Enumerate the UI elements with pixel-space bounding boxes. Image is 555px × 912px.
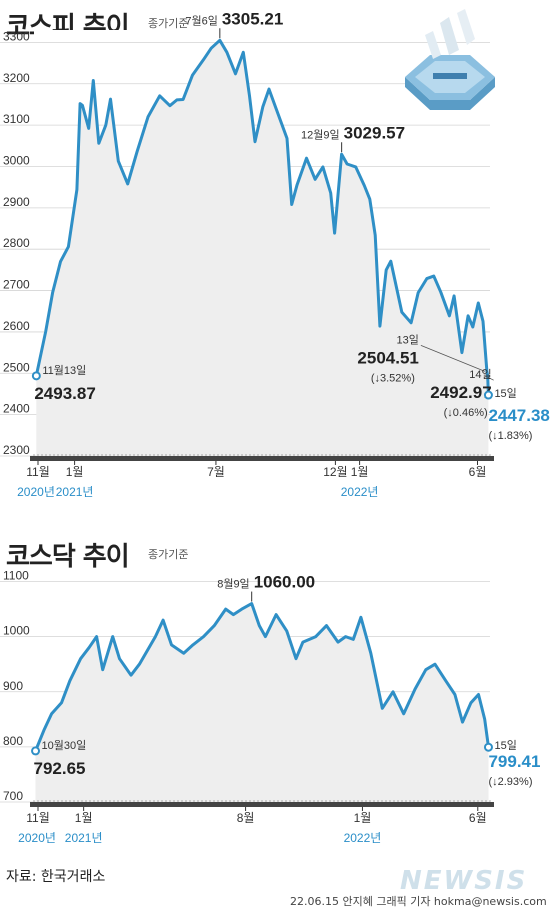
- y-tick-label: 900: [3, 679, 23, 693]
- annotation-date: 13일: [397, 332, 419, 346]
- annotation-marker: [483, 390, 493, 400]
- annotation-value: 2493.87: [34, 384, 95, 403]
- x-tick-label: 1월: [75, 811, 93, 825]
- kosdaq-chart: 700 800 900 1000 1100 11월 1월 8월 1월 6월 2020년 2021년 20…: [0, 569, 540, 845]
- x-tick-label: 11월: [26, 465, 50, 479]
- annotation-change: (↓1.83%): [488, 430, 532, 442]
- annotation-date: 12월9일: [301, 127, 340, 141]
- annotation-change: (↓0.46%): [444, 407, 488, 419]
- y-tick-label: 3100: [3, 112, 30, 126]
- kospi-panel: 코스피 추이 종가기준 2300 2400 2500 2600 2700 2800 2900…: [0, 9, 550, 499]
- y-tick-label: 3000: [3, 153, 30, 167]
- x-tick-label: 8월: [237, 811, 255, 825]
- credit-line: 22.06.15 안지혜 그래픽 기자 hokma@newsis.com: [290, 895, 547, 908]
- y-tick-label: 2600: [3, 319, 30, 333]
- annotation-value: 799.41: [488, 752, 540, 771]
- x-tick-label: 11월: [26, 811, 50, 825]
- y-tick-label: 1100: [3, 569, 29, 583]
- y-tick-label: 2500: [3, 360, 30, 374]
- x-axis: [30, 456, 494, 461]
- annotation-date: 8월9일: [217, 577, 249, 591]
- annotation-date: 15일: [494, 738, 516, 752]
- y-tick-label: 1000: [3, 624, 30, 638]
- annotation-change: (↓2.93%): [488, 776, 532, 788]
- y-tick-label: 3200: [3, 71, 30, 85]
- annotation-date: 10월30일: [42, 738, 87, 752]
- y-tick-label: 2700: [3, 278, 30, 292]
- x-tick-label: 1월: [66, 465, 84, 479]
- year-label: 2021년: [56, 485, 94, 499]
- y-tick-label: 2300: [3, 443, 30, 457]
- annotation-change: (↓3.52%): [371, 372, 415, 384]
- annotation-date: 15일: [494, 386, 516, 400]
- y-tick-label: 2400: [3, 402, 30, 416]
- annotation-marker: [31, 746, 41, 756]
- ballot-box-icon: [405, 9, 495, 110]
- y-tick-label: 800: [3, 734, 23, 748]
- annotation-marker: [31, 371, 41, 381]
- annotation-leader: [420, 345, 486, 372]
- kosdaq-basis-label: 종가기준: [148, 548, 189, 561]
- series-line: [34, 602, 490, 752]
- y-tick-label: 2800: [3, 236, 30, 250]
- year-label: 2020년: [18, 831, 56, 845]
- year-label: 2022년: [344, 831, 382, 845]
- annotation-date: 11월13일: [42, 363, 86, 377]
- x-tick-label: 12월: [323, 465, 347, 479]
- series-area: [35, 603, 489, 802]
- annotation-date: 7월6일: [185, 13, 217, 27]
- annotation-date: 14일: [469, 367, 491, 381]
- annotation-value: 792.65: [34, 759, 86, 778]
- x-tick-label: 6월: [469, 465, 487, 479]
- x-tick-label: 1월: [354, 811, 372, 825]
- ballot-box-illustration: [405, 9, 495, 110]
- annotation-value: 2504.51: [357, 348, 418, 367]
- year-label: 2020년: [17, 485, 55, 499]
- year-label: 2022년: [341, 485, 379, 499]
- year-label: 2021년: [65, 831, 103, 845]
- x-tick-label: 6월: [469, 811, 487, 825]
- kosdaq-title: 코스닥 추이: [6, 542, 130, 572]
- series-area: [36, 40, 489, 457]
- x-tick-label: 7월: [207, 465, 225, 479]
- kospi-chart: 2300 2400 2500 2600 2700 2800 2900 3000 3100 3200…: [0, 9, 550, 499]
- newsis-logo: NEWSIS: [400, 866, 528, 896]
- annotation-value: 2492.97: [430, 383, 491, 402]
- source-label: 자료: 한국거래소: [6, 869, 106, 885]
- y-tick-label: 2900: [3, 195, 30, 209]
- y-tick-label: 700: [3, 789, 23, 803]
- kospi-basis-label: 종가기준: [148, 17, 189, 30]
- annotation-value: 3305.21: [222, 9, 283, 28]
- annotation-value: 1060.00: [254, 573, 315, 592]
- annotation-value: 3029.57: [344, 123, 405, 142]
- x-axis: [30, 802, 494, 807]
- annotation-marker: [483, 742, 493, 752]
- y-tick-label: 3300: [3, 29, 30, 43]
- annotation-leader: [485, 375, 494, 381]
- series-line: [34, 38, 490, 396]
- kosdaq-panel: 코스닥 추이 종가기준 700 800 900 1000 1100 11월 1월 8월 1월 6월…: [0, 510, 555, 860]
- x-tick-label: 1월: [351, 465, 369, 479]
- annotation-value: 2447.38: [488, 406, 549, 425]
